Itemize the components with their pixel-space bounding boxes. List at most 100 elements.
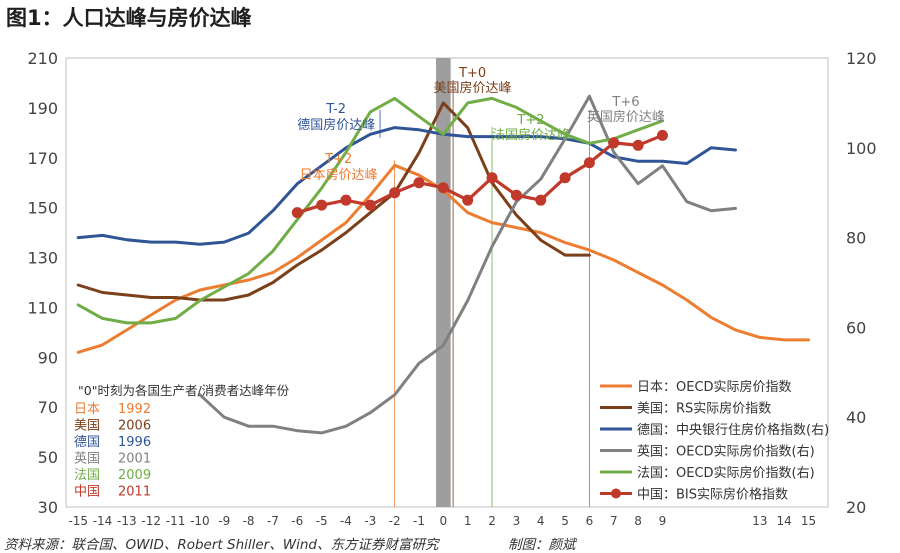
source-note: 资料来源：联合国、OWID、Robert Shiller、Wind、东方证券财富… [4, 537, 439, 553]
x-tick-label: -9 [218, 514, 230, 528]
china-point [583, 157, 595, 169]
china-point [389, 187, 401, 199]
y-left-tick-label: 30 [38, 498, 58, 517]
line-chart: 3050709011013015017019021020406080100120… [27, 49, 877, 528]
y-left-tick-label: 50 [38, 448, 58, 467]
legend-label: 英国：OECD实际房价指数(右) [637, 444, 815, 460]
y-left-tick-label: 130 [27, 249, 58, 268]
peak-box-year: 1996 [118, 435, 151, 450]
y-left-tick-label: 210 [27, 49, 58, 68]
peak-box-year: 2009 [118, 468, 151, 483]
annotation-label-top: T+0 [458, 66, 486, 81]
annotation-label-top: T+2 [516, 113, 544, 128]
china-point [291, 207, 303, 219]
x-tick-label: -13 [117, 514, 137, 528]
peak-box-year: 2011 [118, 485, 151, 500]
x-tick-label: -11 [166, 514, 186, 528]
peak-box-country: 美国 [74, 419, 100, 434]
y-left-tick-label: 70 [38, 398, 58, 417]
annotation-label-bottom: 德国房价达峰 [297, 117, 375, 133]
peak-box-year: 1992 [118, 402, 151, 417]
x-tick-label: -4 [340, 514, 352, 528]
x-tick-label: -2 [389, 514, 401, 528]
annotation-label-top: T-2 [325, 102, 346, 117]
legend-label: 日本：OECD实际房价指数 [637, 379, 792, 395]
x-tick-label: -8 [243, 514, 255, 528]
x-tick-label: -1 [413, 514, 425, 528]
annotation-label-top: T+6 [611, 95, 639, 110]
y-left-tick-label: 90 [38, 348, 58, 367]
x-tick-label: 15 [801, 514, 816, 528]
x-tick-label: -3 [364, 514, 376, 528]
china-point [559, 172, 571, 184]
peak-box-country: 日本 [74, 402, 100, 417]
legend-label: 中国：BIS实际房价格指数 [637, 487, 788, 503]
y-right-tick-label: 80 [846, 229, 866, 248]
peak-box-year: 2006 [118, 419, 151, 434]
x-tick-label: 8 [634, 514, 642, 528]
annotation-label-bottom: 英国房价达峰 [587, 109, 665, 125]
peak-box-country: 法国 [74, 468, 100, 483]
y-left-tick-label: 190 [27, 99, 58, 118]
x-tick-label: 2 [488, 514, 496, 528]
legend-label: 美国：RS实际房价指数 [637, 401, 771, 417]
x-tick-label: 9 [659, 514, 667, 528]
china-point [413, 177, 425, 189]
maker-note: 制图：颜斌 [508, 537, 576, 553]
legend-label: 法国：OECD实际房价指数(右) [637, 465, 815, 481]
annotation-label-bottom: 日本房价达峰 [300, 167, 378, 183]
china-point [316, 199, 328, 211]
x-tick-label: 3 [513, 514, 521, 528]
china-point [437, 182, 449, 194]
china-point [486, 172, 498, 184]
x-tick-label: -12 [141, 514, 161, 528]
series-line-china [296, 133, 664, 215]
china-point [510, 189, 522, 201]
y-right-tick-label: 60 [846, 318, 866, 337]
zero-band [436, 58, 451, 507]
figure-title: 图1：人口达峰与房价达峰 [6, 6, 252, 30]
china-point [462, 194, 474, 206]
x-tick-label: 6 [586, 514, 594, 528]
y-left-tick-label: 150 [27, 199, 58, 218]
china-point [364, 199, 376, 211]
x-tick-label: -6 [291, 514, 303, 528]
x-tick-label: 14 [777, 514, 792, 528]
peak-box-country: 英国 [74, 452, 100, 467]
x-tick-label: 4 [537, 514, 545, 528]
peak-box-year: 2001 [118, 452, 151, 467]
y-left-tick-label: 170 [27, 149, 58, 168]
series-line [76, 101, 591, 302]
series-line [76, 126, 737, 246]
y-right-tick-label: 100 [846, 139, 877, 158]
china-point [608, 137, 620, 149]
y-right-tick-label: 40 [846, 408, 866, 427]
x-tick-label: -15 [68, 514, 88, 528]
y-right-tick-label: 20 [846, 498, 866, 517]
x-tick-label: 13 [752, 514, 767, 528]
china-point [535, 194, 547, 206]
series-line [198, 94, 737, 435]
x-tick-label: 0 [440, 514, 448, 528]
y-right-tick-label: 120 [846, 49, 877, 68]
legend-label: 德国：中央银行住房价格指数(右) [637, 422, 829, 438]
y-left-tick-label: 110 [27, 298, 58, 317]
annotation-label-bottom: 美国房价达峰 [434, 80, 512, 96]
china-point [340, 194, 352, 206]
x-tick-label: -14 [93, 514, 113, 528]
peak-box-heading: "0"时刻为各国生产者/消费者达峰年份 [78, 383, 290, 398]
peak-box-country: 德国 [74, 435, 100, 450]
x-tick-label: 5 [561, 514, 569, 528]
x-tick-label: 7 [610, 514, 618, 528]
x-tick-label: -10 [190, 514, 210, 528]
annotation-label-bottom: 法国房价达峰 [492, 127, 570, 143]
x-tick-label: -7 [267, 514, 279, 528]
china-point [656, 129, 668, 141]
x-tick-label: 1 [464, 514, 472, 528]
x-tick-label: -5 [316, 514, 328, 528]
legend-marker [611, 488, 621, 499]
series-line [76, 96, 664, 325]
china-point [632, 139, 644, 151]
annotation-label-top: T+2 [324, 152, 352, 167]
peak-box-country: 中国 [74, 485, 100, 500]
